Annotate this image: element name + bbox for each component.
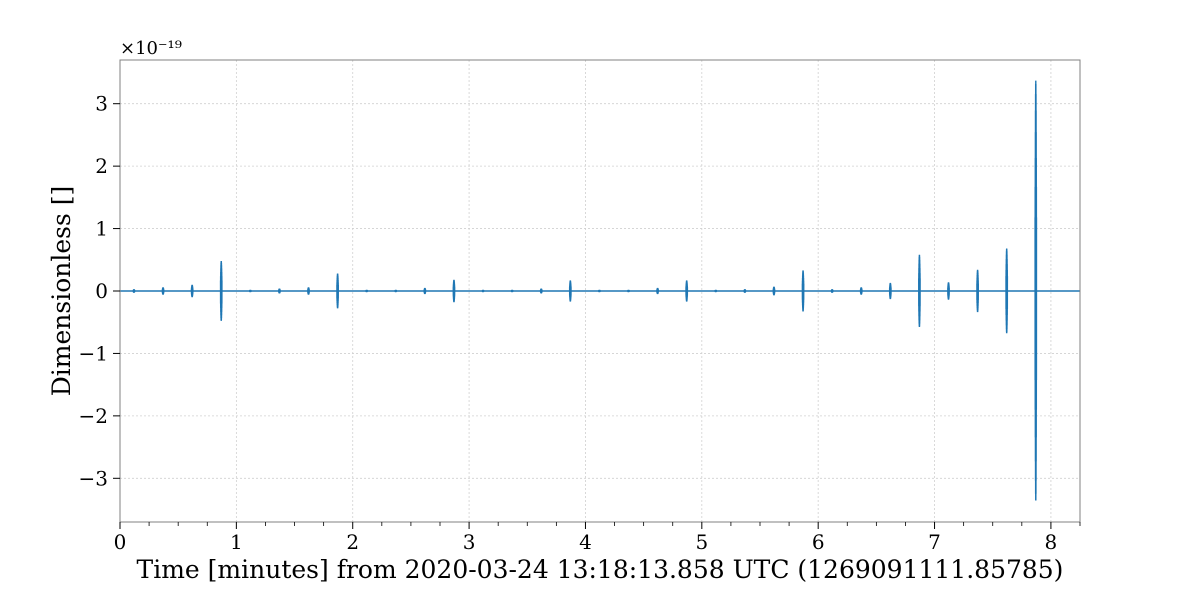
x-tick-label: 3 xyxy=(463,530,476,554)
signal-burst xyxy=(976,269,979,313)
signal-burst xyxy=(539,288,543,294)
x-tick-label: 8 xyxy=(1045,530,1058,554)
signal-burst xyxy=(510,289,514,293)
signal-burst xyxy=(394,289,398,293)
signal-burst xyxy=(307,287,310,295)
x-axis-label: Time [minutes] from 2020-03-24 13:18:13.… xyxy=(137,555,1064,584)
x-tick-label: 0 xyxy=(114,530,127,554)
signal-burst xyxy=(656,287,659,295)
signal-burst xyxy=(190,284,194,298)
y-tick-label: 2 xyxy=(95,154,108,178)
signal-burst xyxy=(714,289,718,293)
signal-burst xyxy=(365,289,369,293)
signal-burst xyxy=(481,289,485,293)
x-tick-label: 7 xyxy=(928,530,941,554)
y-axis-scale-factor: ×10⁻¹⁹ xyxy=(120,38,182,59)
signal-burst xyxy=(801,270,805,312)
signal-burst xyxy=(830,289,834,293)
signal-burst xyxy=(1034,80,1038,501)
x-tick-label: 2 xyxy=(346,530,359,554)
y-tick-label: −2 xyxy=(79,404,108,428)
signal-burst xyxy=(772,286,776,296)
data-series xyxy=(120,80,1080,501)
axis-labels: Time [minutes] from 2020-03-24 13:18:13.… xyxy=(47,38,1063,584)
y-tick-label: −3 xyxy=(79,466,108,490)
signal-burst xyxy=(947,282,950,300)
signal-burst xyxy=(132,289,136,293)
y-axis-label: Dimensionless [] xyxy=(47,186,76,397)
signal-burst xyxy=(423,287,427,295)
signal-burst xyxy=(161,287,165,295)
signal-burst xyxy=(336,273,339,309)
y-tick-label: −1 xyxy=(79,341,108,365)
axis-ticks: 0 1 2 3 4 5 6 7 8 3 2 1 0 −1 −2 −3 xyxy=(79,92,1081,554)
signal-burst xyxy=(918,254,921,328)
x-tick-label: 1 xyxy=(230,530,243,554)
x-tick-label: 5 xyxy=(695,530,708,554)
y-tick-label: 0 xyxy=(95,279,108,303)
signal-burst xyxy=(627,289,630,293)
signal-burst xyxy=(685,280,689,302)
signal-burst xyxy=(598,289,601,293)
signal-burst xyxy=(452,279,456,303)
signal-burst xyxy=(1005,248,1009,334)
y-tick-label: 1 xyxy=(95,217,108,241)
signal-burst xyxy=(859,287,863,295)
signal-burst xyxy=(743,289,747,293)
x-tick-label: 4 xyxy=(579,530,592,554)
signal-burst xyxy=(248,289,252,293)
signal-burst xyxy=(278,288,281,294)
y-tick-label: 3 xyxy=(95,92,108,116)
x-tick-label: 6 xyxy=(812,530,825,554)
signal-burst xyxy=(888,282,892,300)
signal-burst xyxy=(219,261,223,321)
signal-burst xyxy=(568,280,572,302)
